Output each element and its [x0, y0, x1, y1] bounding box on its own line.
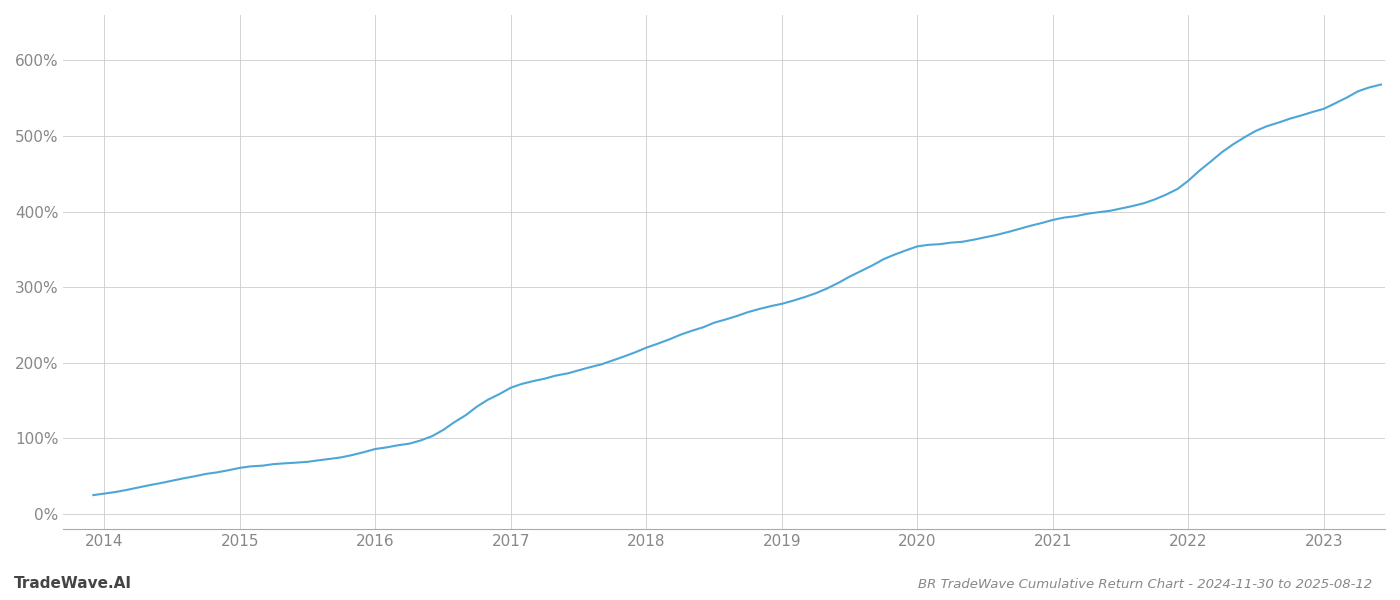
Text: TradeWave.AI: TradeWave.AI	[14, 576, 132, 591]
Text: BR TradeWave Cumulative Return Chart - 2024-11-30 to 2025-08-12: BR TradeWave Cumulative Return Chart - 2…	[918, 578, 1372, 591]
